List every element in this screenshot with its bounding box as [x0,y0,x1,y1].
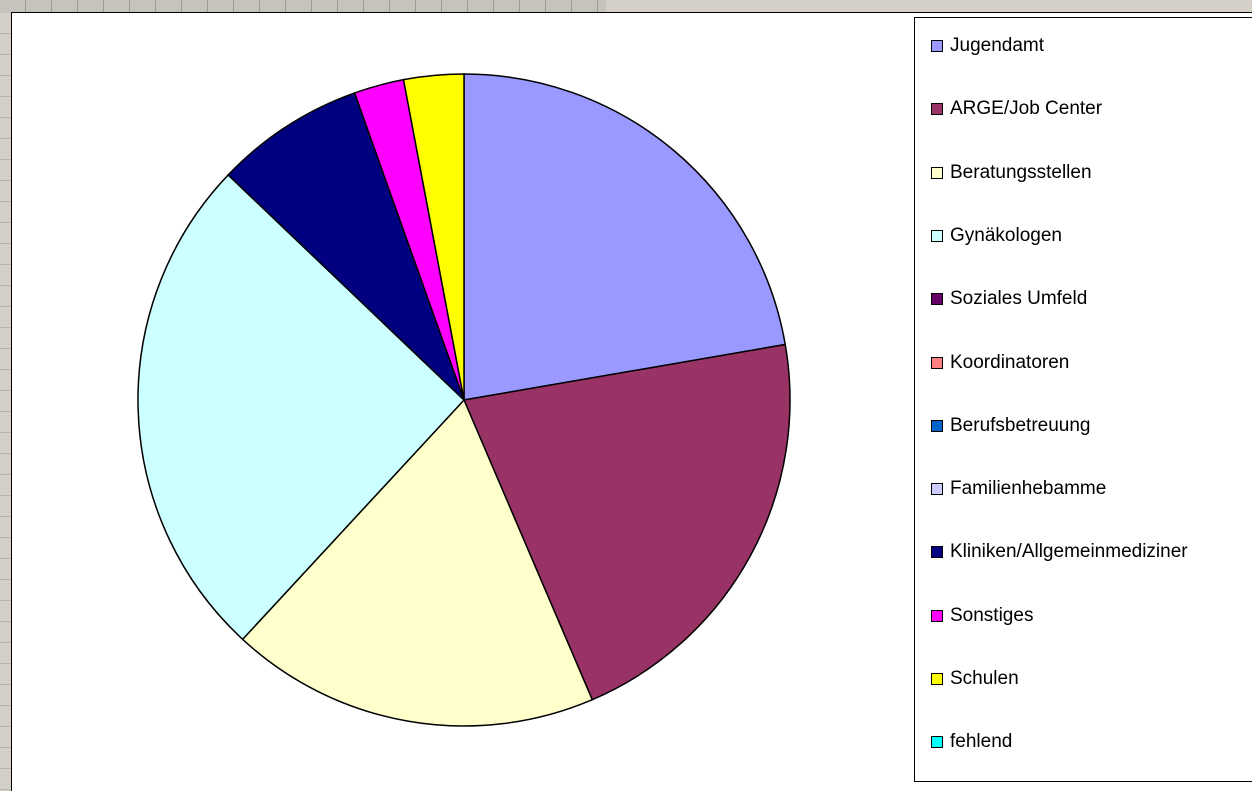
legend-swatch [931,293,943,306]
chart-area: Jugendamt ARGE/Job Center Beratungsstellen… [11,12,1252,791]
legend-item: Gynäkologen [931,225,1062,247]
legend-swatch [931,736,943,749]
legend-label: Koordinatoren [950,351,1070,373]
pie-slice-schulen [402,73,465,401]
legend-label: Beratungsstellen [950,161,1092,183]
legend-swatch [931,546,943,559]
legend-label: Gynäkologen [950,224,1062,246]
legend-item: Jugendamt [931,35,1044,57]
legend-label: Familienhebamme [950,478,1107,500]
legend-swatch [931,103,943,116]
legend-label: Berufsbetreuung [950,414,1091,436]
legend-item: Koordinatoren [931,352,1069,374]
sheet-row-strip [0,13,11,790]
legend-item: Sonstiges [931,605,1033,627]
pie-slice-jugendamt [463,73,787,401]
legend-item: Kliniken/Allgemeinmediziner [931,541,1188,563]
legend-item: Soziales Umfeld [931,288,1087,310]
pie-slice-arge-job-center [462,343,791,701]
legend-label: fehlend [950,731,1013,753]
legend-item: Familienhebamme [931,478,1106,500]
legend-label: Kliniken/Allgemeinmediziner [950,541,1188,563]
legend-item: fehlend [931,731,1012,753]
legend-swatch [931,609,943,622]
legend-item: Beratungsstellen [931,162,1092,184]
legend-swatch [931,40,943,52]
legend-item: Berufsbetreuung [931,415,1091,437]
legend: Jugendamt ARGE/Job Center Beratungsstellen… [914,17,1252,782]
legend-label: Jugendamt [950,35,1045,56]
legend-swatch [931,673,943,685]
legend-label: Sonstiges [950,604,1034,626]
legend-label: ARGE/Job Center [950,98,1103,120]
pie-slice-gyn-kologen [137,173,466,641]
legend-swatch [931,419,943,432]
legend-swatch [931,356,943,369]
legend-item: Schulen [931,668,1019,690]
legend-swatch [931,166,943,179]
legend-label: Soziales Umfeld [950,288,1088,310]
legend-swatch [931,229,943,242]
legend-item: ARGE/Job Center [931,98,1102,120]
legend-swatch [931,483,943,496]
pie-slice-kliniken-allgemeinmediziner [227,91,465,401]
pie-slice-beratungsstellen [241,398,594,727]
pie-chart [137,73,791,727]
legend-label: Schulen [950,668,1019,689]
